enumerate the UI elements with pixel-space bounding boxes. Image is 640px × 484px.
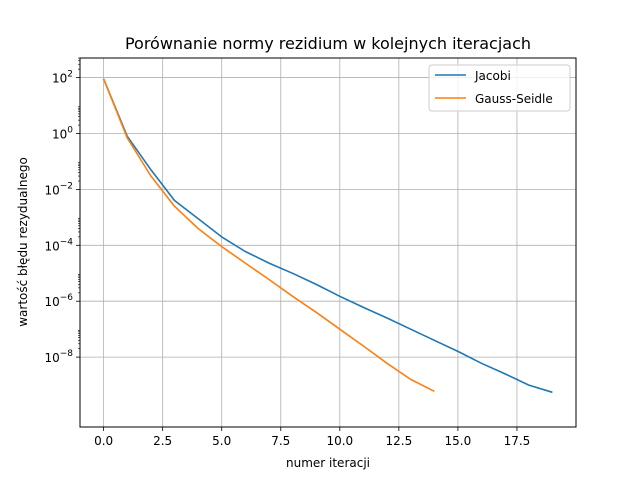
legend: Jacobi Gauss-Seidle xyxy=(428,64,571,112)
y-tick-base: 10 xyxy=(52,127,67,141)
y-tick-label: 10−6 xyxy=(44,293,73,309)
chart-title: Porównanie normy rezidium w kolejnych it… xyxy=(125,34,531,53)
plot-frame xyxy=(79,57,577,428)
y-tick-exponent: −6 xyxy=(60,293,74,303)
y-tick-label: 100 xyxy=(52,125,73,141)
y-tick-base: 10 xyxy=(44,351,59,365)
x-tick-label: 15.0 xyxy=(445,434,472,448)
series-line-jacobi xyxy=(102,78,553,394)
x-tick-label: 0.0 xyxy=(94,434,113,448)
x-tick-label: 2.5 xyxy=(153,434,172,448)
legend-label-jacobi: Jacobi xyxy=(474,69,511,83)
x-axis-ticks: 0.0 2.5 5.0 7.5 10.0 12.5 15.0 17.5 xyxy=(94,427,530,448)
y-tick-base: 10 xyxy=(52,72,67,86)
y-tick-label: 10−2 xyxy=(44,181,73,197)
series-line-gauss-seidle xyxy=(102,78,435,393)
y-axis-label: wartość błędu rezydualnego xyxy=(16,157,30,327)
y-tick-base: 10 xyxy=(44,183,59,197)
x-tick-label: 17.5 xyxy=(504,434,531,448)
x-tick-label: 5.0 xyxy=(212,434,231,448)
series-lines xyxy=(102,78,553,394)
y-tick-exponent: −4 xyxy=(60,237,74,247)
y-tick-exponent: −8 xyxy=(60,349,74,359)
legend-label-gauss-seidle: Gauss-Seidle xyxy=(475,92,553,106)
y-tick-base: 10 xyxy=(44,239,59,253)
x-tick-label: 10.0 xyxy=(326,434,353,448)
grid xyxy=(80,58,576,427)
y-tick-exponent: 2 xyxy=(67,70,73,80)
x-axis-label: numer iteracji xyxy=(286,456,370,470)
y-tick-label: 102 xyxy=(52,70,73,86)
y-tick-exponent: −2 xyxy=(60,181,73,191)
x-tick-label: 7.5 xyxy=(271,434,290,448)
legend-box xyxy=(428,64,571,112)
y-tick-label: 10−8 xyxy=(44,349,73,365)
y-tick-base: 10 xyxy=(44,295,59,309)
x-tick-label: 12.5 xyxy=(385,434,412,448)
y-tick-label: 10−4 xyxy=(44,237,73,253)
y-tick-exponent: 0 xyxy=(67,125,73,135)
